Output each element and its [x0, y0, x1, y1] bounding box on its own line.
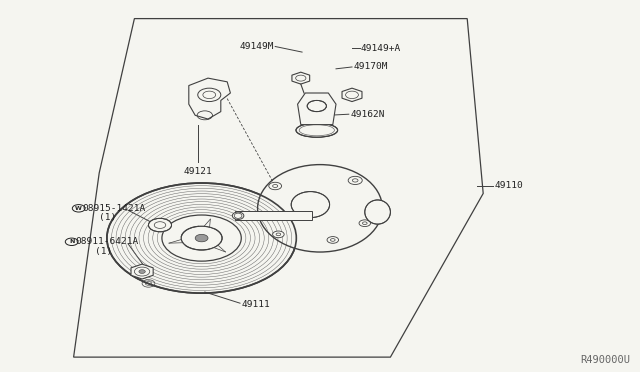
- Ellipse shape: [307, 100, 326, 112]
- Polygon shape: [131, 264, 153, 279]
- Ellipse shape: [291, 192, 330, 218]
- Circle shape: [181, 226, 222, 250]
- Ellipse shape: [365, 200, 390, 224]
- Ellipse shape: [232, 212, 244, 219]
- Ellipse shape: [258, 164, 383, 252]
- Text: 49149M: 49149M: [239, 42, 274, 51]
- Circle shape: [148, 218, 172, 232]
- Text: (1): (1): [95, 247, 112, 256]
- Ellipse shape: [269, 182, 282, 190]
- Text: 49162N: 49162N: [350, 110, 385, 119]
- Polygon shape: [292, 72, 310, 84]
- Text: 49149+A: 49149+A: [361, 44, 401, 53]
- Ellipse shape: [296, 123, 338, 137]
- Ellipse shape: [348, 176, 362, 185]
- Wedge shape: [198, 219, 221, 228]
- Polygon shape: [342, 88, 362, 102]
- FancyBboxPatch shape: [235, 211, 312, 220]
- Wedge shape: [169, 236, 185, 250]
- Text: (1): (1): [99, 213, 116, 222]
- Polygon shape: [298, 93, 336, 125]
- Circle shape: [107, 183, 296, 293]
- Ellipse shape: [273, 231, 284, 238]
- Wedge shape: [210, 243, 232, 256]
- Ellipse shape: [327, 237, 339, 243]
- Text: N: N: [69, 239, 74, 244]
- Text: 49111: 49111: [241, 300, 270, 309]
- Text: 49110: 49110: [494, 182, 523, 190]
- Circle shape: [139, 270, 145, 273]
- Polygon shape: [189, 78, 230, 119]
- Text: 08911-6421A: 08911-6421A: [76, 237, 139, 246]
- Text: 08915-1421A: 08915-1421A: [82, 204, 145, 213]
- Text: R490000U: R490000U: [580, 355, 630, 365]
- Text: 49121: 49121: [184, 167, 212, 176]
- Text: W: W: [76, 206, 82, 211]
- Text: 49170M: 49170M: [353, 62, 388, 71]
- Ellipse shape: [359, 220, 371, 227]
- Circle shape: [195, 234, 208, 242]
